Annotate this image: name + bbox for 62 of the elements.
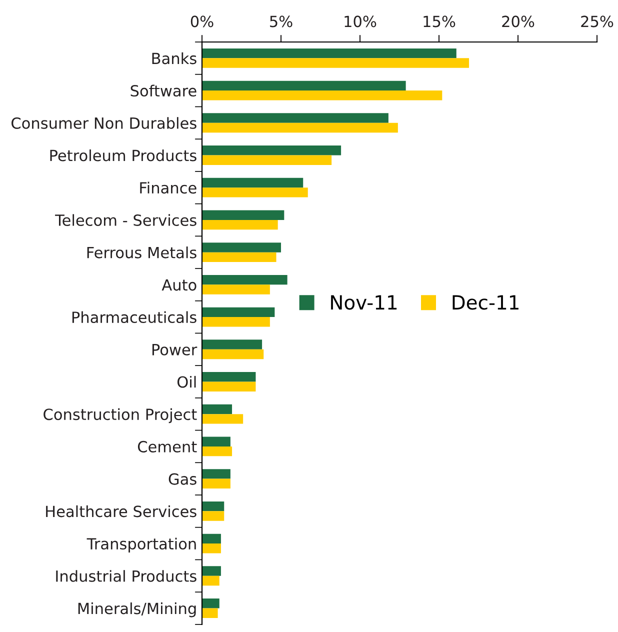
bar [202, 576, 220, 586]
y-tick-label: Telecom - Services [55, 214, 196, 226]
y-tick-label: Power [152, 344, 198, 356]
bar [202, 598, 220, 608]
bar [202, 566, 221, 576]
bar [202, 544, 221, 554]
bar [202, 307, 275, 318]
x-tick-label: 15% [424, 16, 456, 28]
bar [202, 372, 256, 382]
x-tick-label: 20% [502, 16, 534, 28]
bar [202, 469, 230, 479]
y-tick-label: Oil [177, 376, 196, 388]
bar [202, 188, 308, 198]
x-tick-label: 0% [190, 16, 214, 28]
bar [202, 113, 388, 123]
y-tick-label: Finance [140, 182, 196, 194]
bar [202, 242, 281, 252]
bar [202, 252, 276, 262]
x-tick-label: 25% [581, 16, 614, 28]
y-tick-label: Cement [138, 440, 197, 452]
y-tick-label: Transportation [86, 538, 196, 553]
y-tick-label: Industrial Products [56, 570, 196, 582]
bar [202, 436, 230, 446]
bar [202, 404, 232, 414]
y-tick-label: Pharmaceuticals [72, 311, 196, 324]
bar [202, 382, 256, 392]
bar [202, 58, 470, 68]
bar [202, 146, 342, 156]
bar [202, 414, 244, 424]
bar [202, 178, 304, 188]
bar [202, 155, 332, 165]
bar [202, 340, 262, 350]
y-tick-label: Petroleum Products [50, 149, 196, 162]
y-tick-label: Minerals/Mining [78, 602, 196, 618]
y-tick-label: Software [130, 84, 196, 97]
x-tick-label: 10% [344, 16, 376, 28]
bar [202, 80, 406, 91]
y-tick-label: Ferrous Metals [87, 246, 196, 258]
bar [202, 446, 232, 456]
bar [202, 220, 278, 230]
bar [202, 122, 398, 133]
bar [202, 210, 284, 220]
bar [202, 90, 442, 100]
y-tick-label: Construction Project [44, 408, 197, 424]
bar [202, 478, 230, 489]
bar [202, 534, 221, 544]
y-tick-label: Banks [152, 52, 196, 64]
bar [202, 511, 224, 521]
bar [202, 48, 456, 58]
bar [202, 284, 270, 294]
y-tick-label: Consumer Non Durables [12, 117, 196, 129]
y-tick-label: Healthcare Services [46, 505, 196, 518]
legend-label: Dec-11 [452, 295, 518, 310]
bar [202, 274, 288, 285]
legend-label: Nov-11 [331, 295, 397, 310]
y-tick-label: Auto [162, 279, 196, 291]
bar [202, 317, 270, 327]
y-tick-label: Gas [168, 473, 196, 485]
x-tick-label: 5% [270, 16, 292, 28]
bar [202, 608, 218, 618]
bar [202, 501, 224, 512]
bar [202, 349, 264, 360]
